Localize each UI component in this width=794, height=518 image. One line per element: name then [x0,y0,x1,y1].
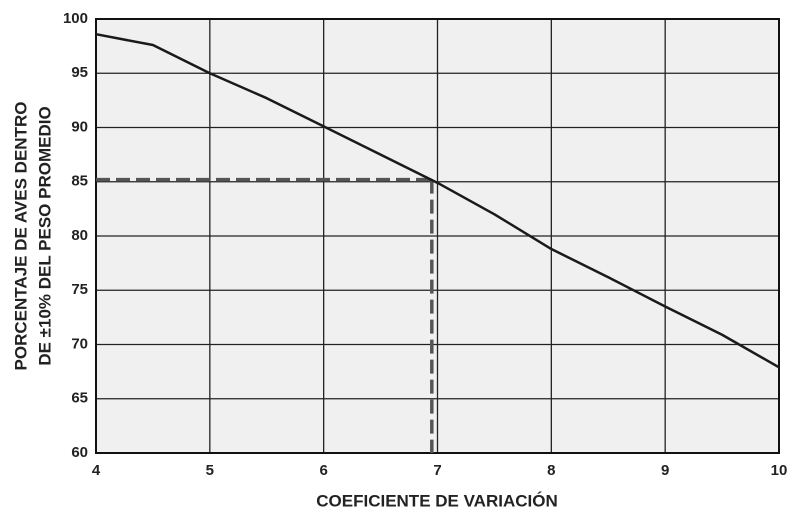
y-tick-label: 90 [71,118,88,135]
x-axis-title: COEFICIENTE DE VARIACIÓN [316,491,557,510]
y-tick-label: 75 [71,281,88,298]
x-tick-label: 6 [319,462,327,479]
y-tick-label: 95 [71,64,88,81]
y-tick-label: 70 [71,335,88,352]
x-tick-label: 5 [206,462,214,479]
x-tick-label: 9 [661,462,669,479]
x-tick-label: 8 [547,462,555,479]
data-line [95,32,780,369]
y-tick-label: 85 [71,173,88,190]
y-tick-label: 100 [63,10,88,27]
x-tick-label: 4 [92,462,101,479]
y-axis-title: DE ±10% DEL PESO PROMEDIO [35,106,54,365]
y-tick-label: 60 [71,444,88,461]
plot-frame [95,18,780,454]
y-tick-label: 80 [71,227,88,244]
y-tick-label: 65 [71,390,88,407]
x-tick-label: 10 [771,462,788,479]
x-tick-label: 7 [433,462,441,479]
y-axis-title: PORCENTAJE DE AVES DENTRO [11,102,30,371]
